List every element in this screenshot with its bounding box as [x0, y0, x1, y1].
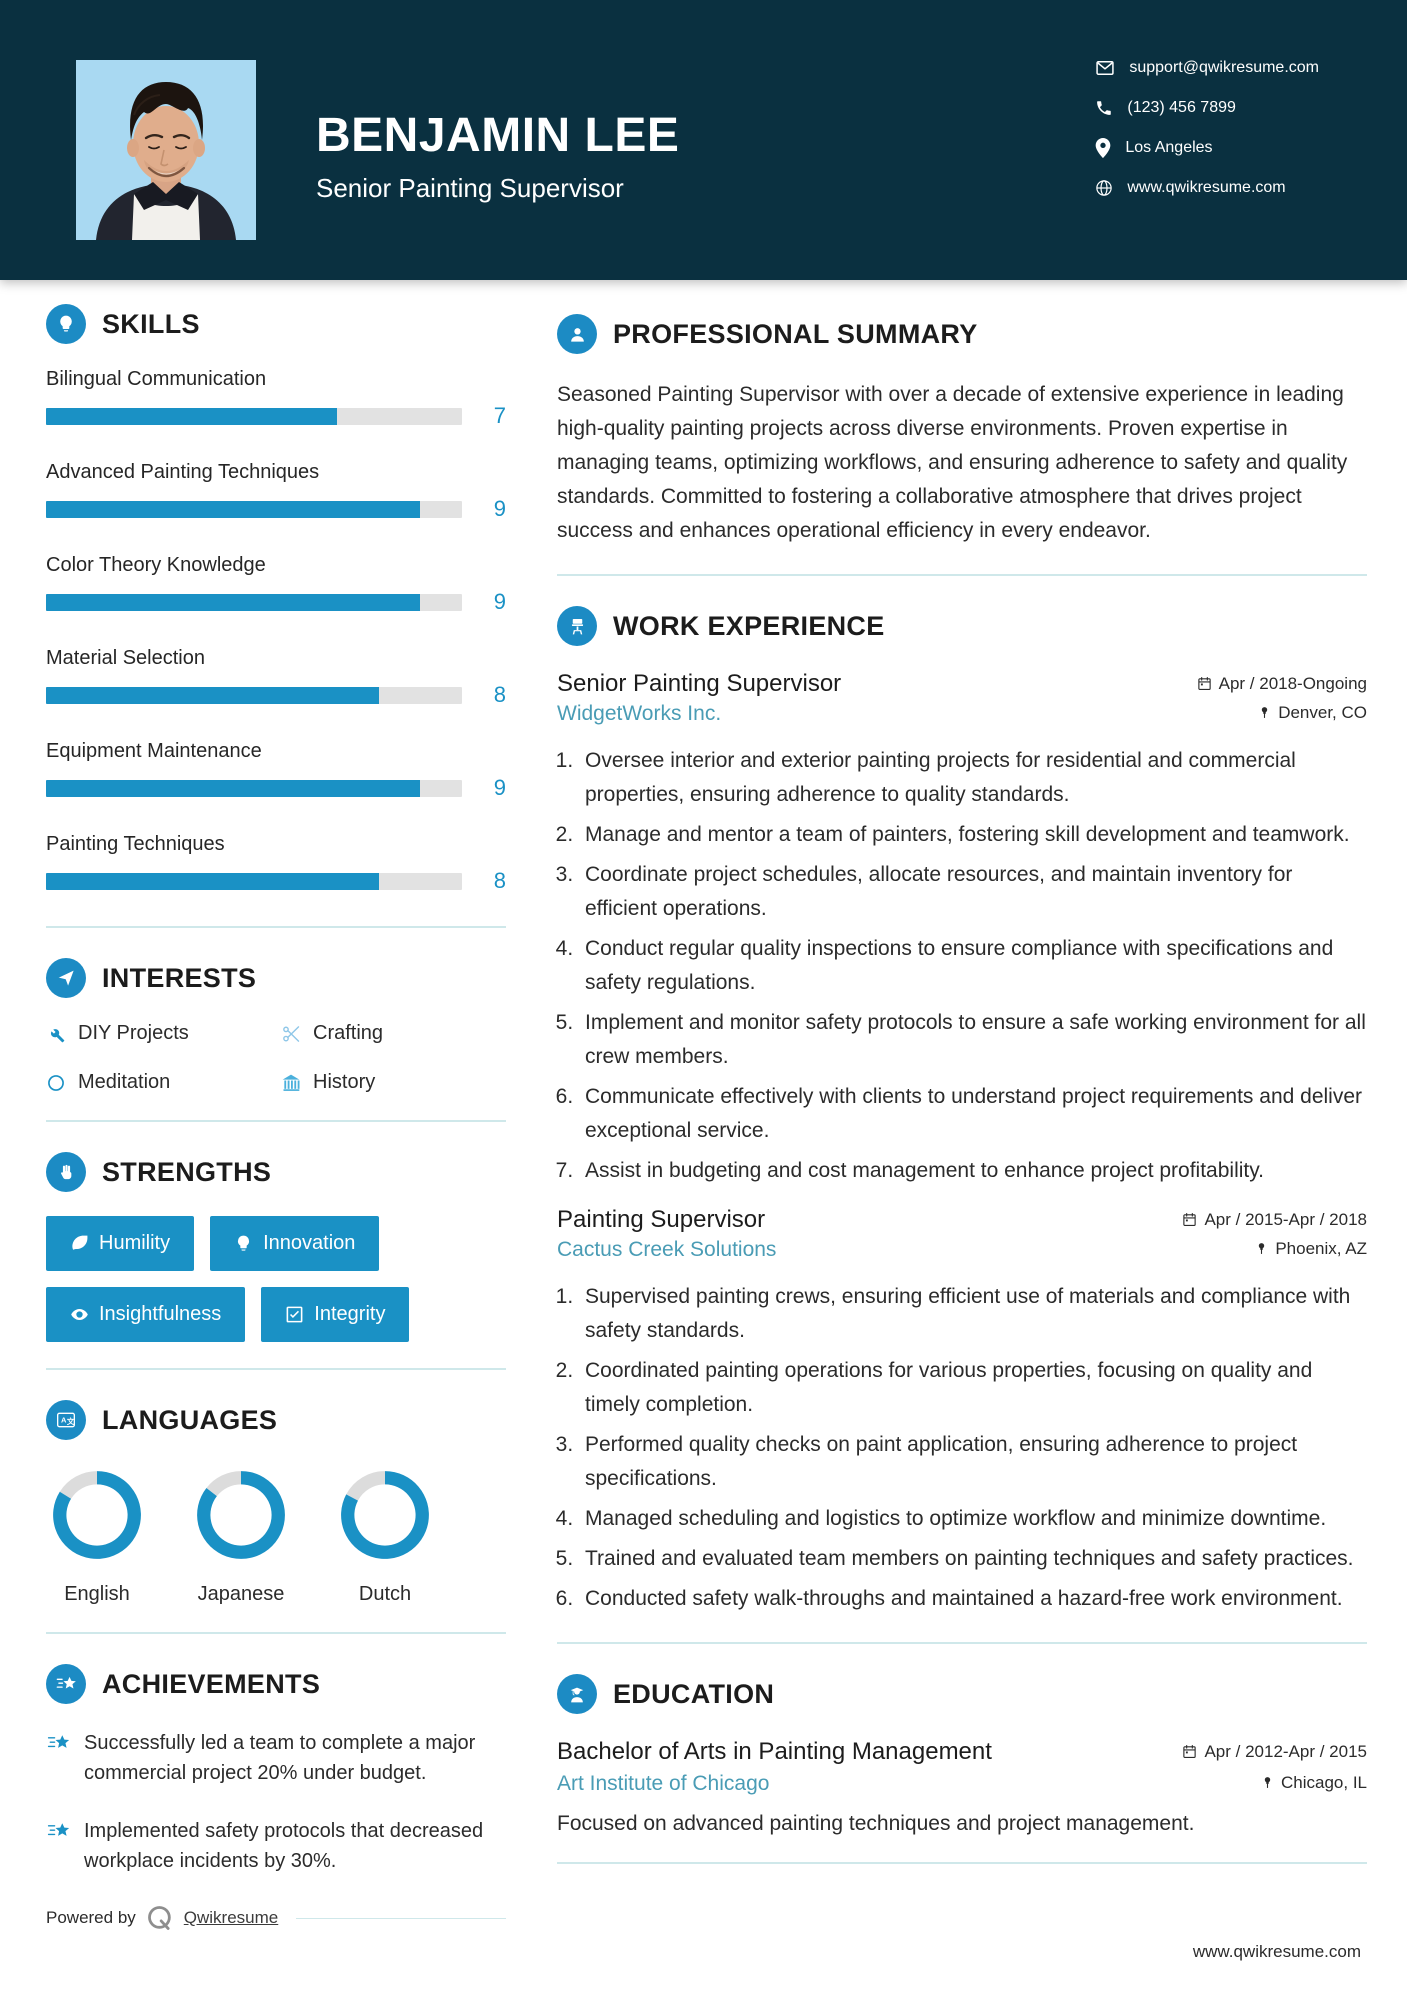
svg-text:文: 文	[67, 1416, 75, 1426]
